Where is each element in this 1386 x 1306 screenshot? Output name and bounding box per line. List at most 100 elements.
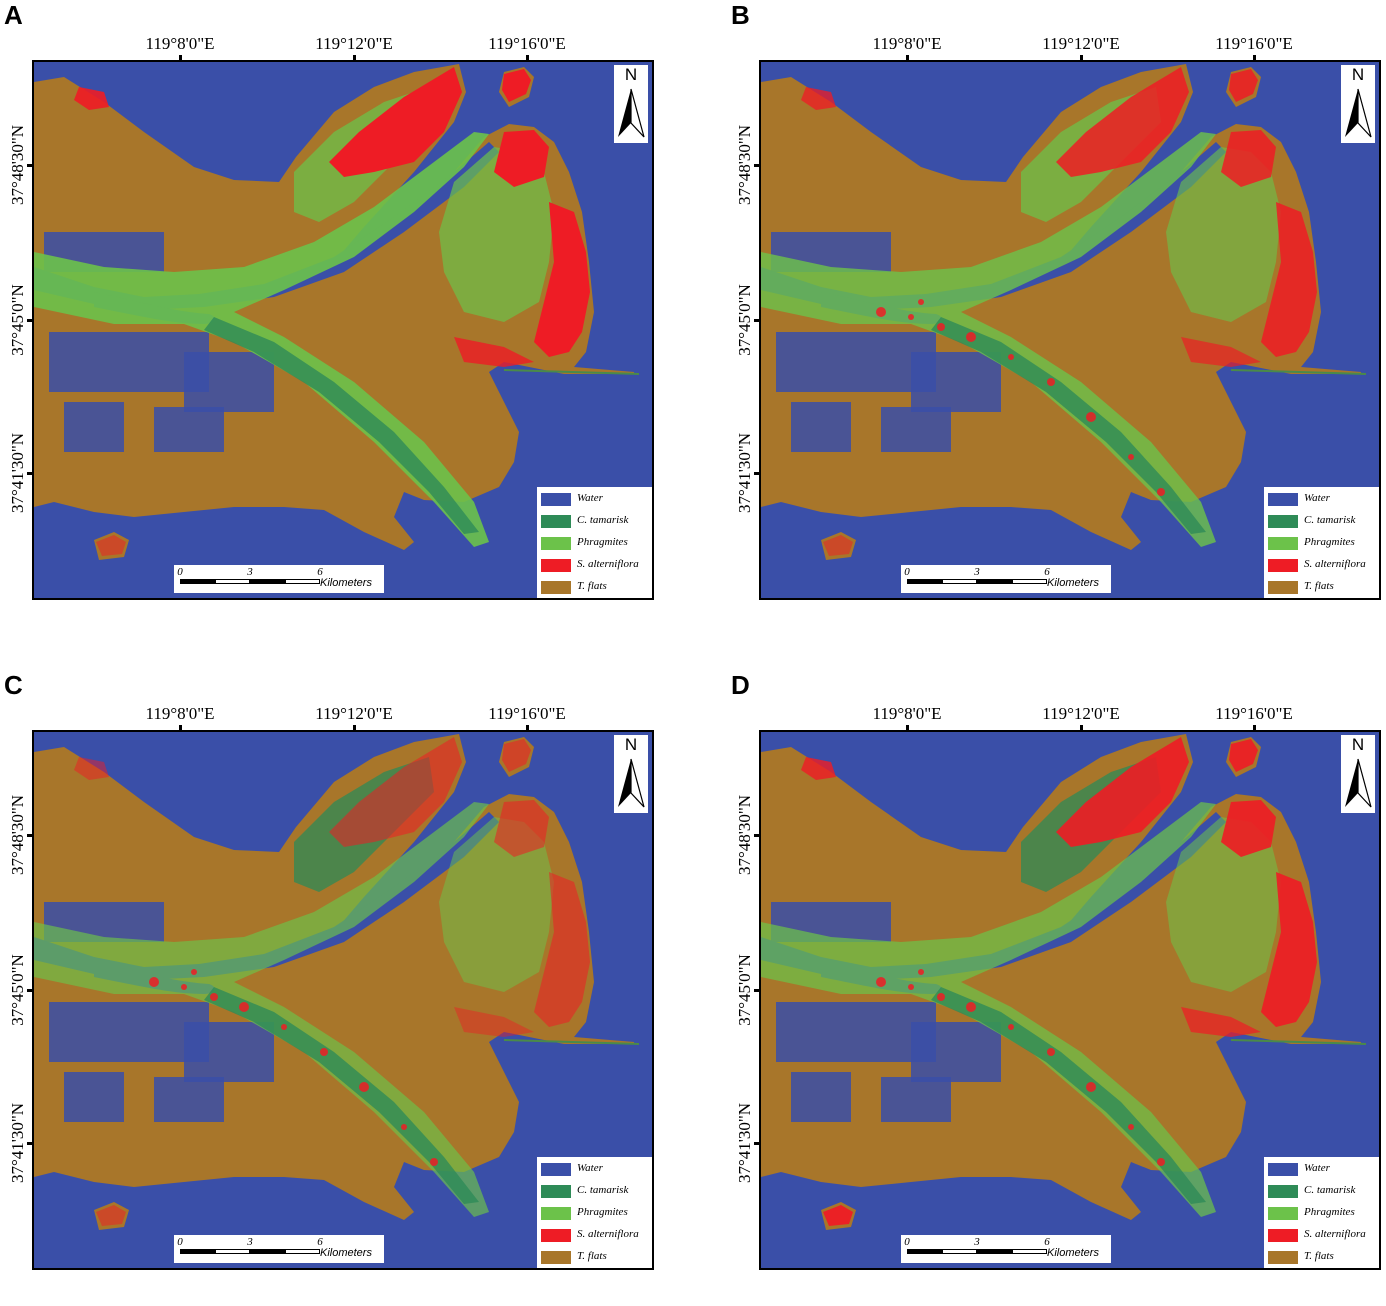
alterniflora-speck — [401, 1124, 407, 1130]
tamarisk-zone — [204, 317, 479, 534]
legend-label: C. tamarisk — [1304, 514, 1356, 526]
legend-swatch — [1268, 1251, 1298, 1264]
legend-item: T. flats — [541, 578, 652, 596]
longitude-label: 119°8'0"E — [145, 34, 215, 53]
scale-segment — [285, 1249, 320, 1254]
graticule-tick — [1080, 725, 1083, 732]
jetty-line — [1230, 369, 1367, 375]
alterniflora-speck — [1128, 454, 1134, 460]
alterniflora-patch — [74, 87, 109, 110]
legend-item: Water — [541, 1160, 652, 1178]
inland-pond — [776, 332, 936, 392]
legend: Water C. tamarisk Phragmites S. alterniflor… — [1264, 1157, 1379, 1268]
eastern-vegetation — [1166, 147, 1281, 322]
legend-label: Water — [1304, 1162, 1330, 1174]
land-cover-drawing — [34, 734, 640, 1230]
alterniflora-patch — [801, 757, 836, 780]
scale-segment — [942, 579, 977, 584]
legend-item: Phragmites — [541, 1204, 652, 1222]
legend-item: T. flats — [541, 1248, 652, 1266]
alterniflora-speck — [937, 323, 945, 331]
scale-bar: 0 3 6 Kilometers — [901, 1235, 1111, 1263]
graticule-tick — [906, 55, 909, 62]
longitude-label: 119°16'0"E — [1215, 704, 1293, 723]
alterniflora-patch — [1181, 337, 1261, 367]
scale-segment — [215, 579, 250, 584]
graticule-tick — [1253, 725, 1256, 732]
classification-map: N 0 3 6 Kilometers Water C. tamarisk Phragmites… — [32, 60, 654, 600]
legend-label: Water — [1304, 492, 1330, 504]
scale-unit: Kilometers — [1047, 1247, 1099, 1259]
eastern-vegetation — [439, 147, 554, 322]
scale-tick-label: 6 — [1044, 566, 1050, 578]
longitude-label: 119°16'0"E — [488, 704, 566, 723]
alterniflora-speck — [1086, 1082, 1096, 1092]
legend-swatch — [1268, 581, 1298, 594]
legend-item: C. tamarisk — [541, 512, 652, 530]
legend-swatch — [1268, 537, 1298, 550]
latitude-label: 37°48'30"N — [735, 794, 754, 876]
longitude-label: 119°12'0"E — [315, 34, 393, 53]
legend-item: C. tamarisk — [1268, 1182, 1379, 1200]
scale-tick-label: 3 — [247, 1236, 253, 1248]
graticule-tick — [1253, 55, 1256, 62]
legend-label: Water — [577, 1162, 603, 1174]
scale-tick-label: 3 — [974, 566, 980, 578]
longitude-label: 119°12'0"E — [1042, 34, 1120, 53]
legend-swatch — [541, 515, 571, 528]
legend-item: Water — [1268, 490, 1379, 508]
inland-pond — [911, 352, 1001, 412]
alterniflora-speck — [1008, 1024, 1014, 1030]
legend-swatch — [1268, 515, 1298, 528]
legend-label: C. tamarisk — [577, 1184, 629, 1196]
panel-letter: C — [4, 670, 23, 700]
alterniflora-patch — [329, 737, 462, 847]
north-arrow: N — [1341, 65, 1375, 143]
alterniflora-patch — [1181, 1007, 1261, 1037]
graticule-tick — [754, 834, 761, 837]
eastern-vegetation — [1166, 817, 1281, 992]
jetty-line — [503, 1039, 640, 1045]
graticule-tick — [754, 989, 761, 992]
alterniflora-speck — [1128, 1124, 1134, 1130]
legend-label: S. alterniflora — [577, 1228, 639, 1240]
scale-segment — [180, 1249, 215, 1254]
legend-label: Phragmites — [1304, 1206, 1355, 1218]
classification-map: N 0 3 6 Kilometers Water C. tamarisk Phragmites… — [759, 730, 1381, 1270]
alterniflora-speck — [876, 307, 886, 317]
legend-item: S. alterniflora — [541, 1226, 652, 1244]
legend-item: S. alterniflora — [541, 556, 652, 574]
alterniflora-speck — [966, 1002, 976, 1012]
north-label: N — [624, 65, 638, 84]
scale-segment — [977, 579, 1012, 584]
scale-segment — [907, 579, 942, 584]
legend-item: S. alterniflora — [1268, 1226, 1379, 1244]
alterniflora-patch — [1261, 202, 1317, 357]
legend-swatch — [541, 1251, 571, 1264]
scale-segment — [1012, 1249, 1047, 1254]
alterniflora-speck — [937, 993, 945, 1001]
alterniflora-patch — [494, 130, 549, 187]
scale-tick-label: 6 — [317, 1236, 323, 1248]
graticule-tick — [27, 1142, 34, 1145]
alterniflora-patch — [96, 535, 126, 556]
eastern-vegetation — [439, 817, 554, 992]
alterniflora-patch — [1229, 739, 1258, 772]
alterniflora-speck — [908, 984, 914, 990]
legend-item: C. tamarisk — [1268, 512, 1379, 530]
alterniflora-patch — [534, 872, 590, 1027]
longitude-label: 119°12'0"E — [315, 704, 393, 723]
legend-item: Phragmites — [1268, 534, 1379, 552]
north-arrow-icon — [1345, 88, 1372, 138]
alterniflora-speck — [430, 1158, 438, 1166]
inland-pond — [776, 1002, 936, 1062]
alterniflora-patch — [534, 202, 590, 357]
classification-map: N 0 3 6 Kilometers Water C. tamarisk Phragmites… — [32, 730, 654, 1270]
graticule-tick — [179, 55, 182, 62]
north-arrow: N — [614, 735, 648, 813]
alterniflora-patch — [1229, 69, 1258, 102]
alterniflora-speck — [966, 332, 976, 342]
legend-swatch — [541, 559, 571, 572]
latitude-label: 37°45'0"N — [735, 954, 754, 1026]
graticule-tick — [754, 164, 761, 167]
